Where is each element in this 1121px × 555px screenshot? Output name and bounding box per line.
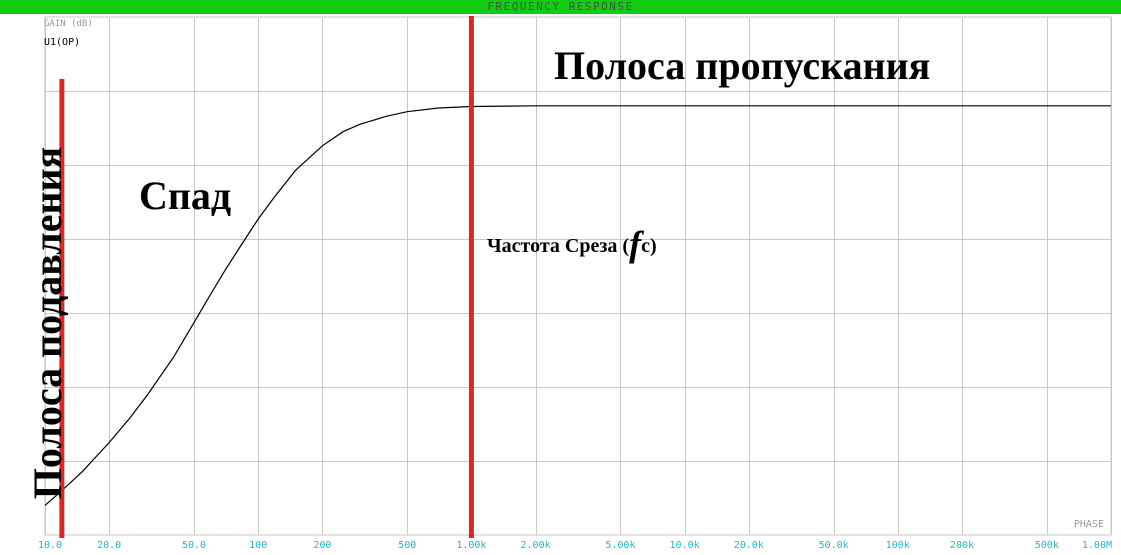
x-tick-label: 500 (398, 540, 416, 551)
trace-label: U1(OP) (44, 37, 80, 48)
x-tick-label: 10.0 (38, 540, 62, 551)
rolloff-label: Спад (139, 173, 232, 218)
x-tick-label: 5.00k (605, 540, 635, 551)
x-tick-label: 20.0k (734, 540, 764, 551)
x-tick-label: 200 (313, 540, 331, 551)
x-tick-label: 20.0 (97, 540, 121, 551)
title-bar: FREQUENCY RESPONSE (0, 0, 1121, 14)
x-tick-label: 50.0k (819, 540, 849, 551)
cutoff-subscript: c (641, 235, 650, 257)
x-tick-label: 1.00M (1082, 540, 1112, 551)
x-tick-labels: 10.0 20.0 50.0 100 200 500 1.00k 2.00k 5.00k 10.0… (38, 540, 1112, 551)
cutoff-prefix: Частота Среза ( (487, 235, 630, 257)
plot-frame (44, 16, 1112, 536)
x-tick-label: 100k (886, 540, 910, 551)
cutoff-f-symbol: f (629, 224, 642, 264)
x-tick-label: 1.00k (456, 540, 486, 551)
x-tick-label: 10.0k (670, 540, 700, 551)
passband-label: Полоса пропускания (554, 43, 931, 88)
window-title: FREQUENCY RESPONSE (487, 0, 634, 13)
markers (59, 16, 474, 538)
x-tick-label: 50.0 (182, 540, 206, 551)
gain-curve (44, 105, 1111, 506)
x-tick-label: 100 (249, 540, 267, 551)
phase-label: PHASE (1074, 519, 1104, 530)
grid (44, 16, 1112, 536)
cutoff-frequency-label: Частота Среза (fc) (487, 226, 657, 264)
y-axis-label: GAIN (dB) (44, 19, 93, 29)
stopband-label: Полоса подавления (25, 146, 70, 500)
cutoff-suffix: ) (649, 235, 657, 257)
x-tick-label: 2.00k (521, 540, 551, 551)
x-tick-label: 500k (1035, 540, 1059, 551)
x-tick-label: 200k (950, 540, 974, 551)
